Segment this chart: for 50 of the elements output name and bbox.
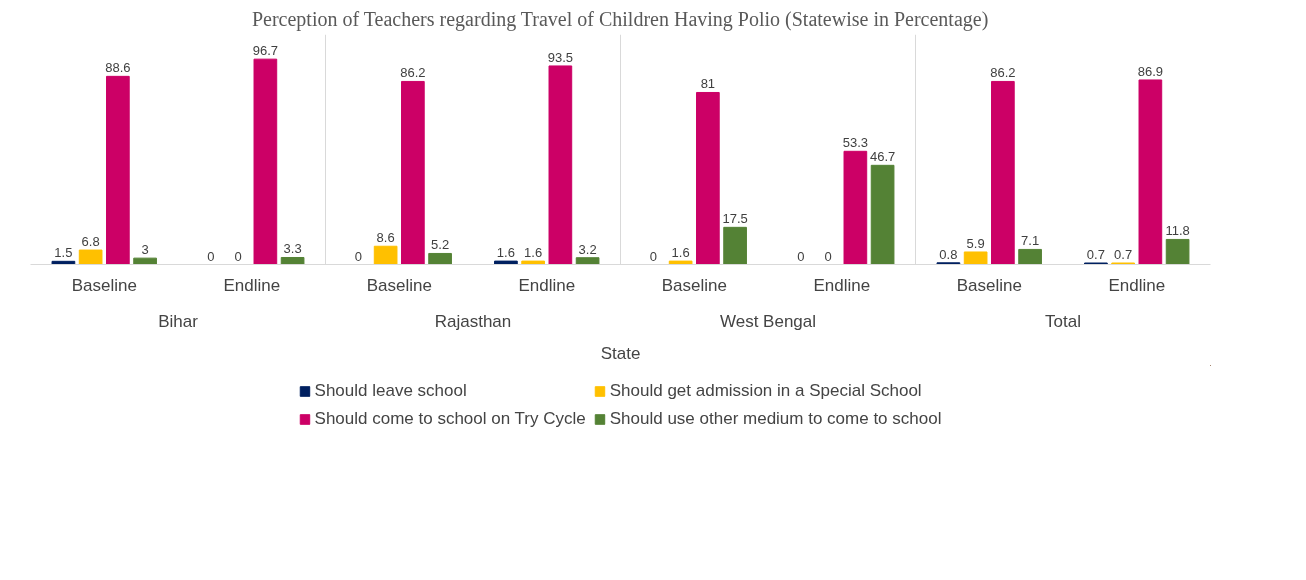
data-label: 88.6	[105, 60, 131, 76]
legend-label: Should leave school	[314, 381, 467, 401]
legend-label: Should come to school on Try Cycle	[314, 409, 586, 429]
data-label: 1.5	[54, 245, 73, 261]
data-label: 5.2	[431, 237, 450, 253]
data-label: 1.6	[524, 245, 543, 261]
x-tick-label: Baseline	[366, 275, 432, 295]
legend-label: Should get admission in a Special School	[609, 381, 922, 401]
x-tick-label: Endline	[223, 275, 281, 295]
data-label: 0	[824, 248, 832, 264]
data-label: 1.6	[496, 245, 515, 261]
data-label: 0.7	[1114, 247, 1133, 263]
data-label: 0	[797, 248, 805, 264]
text: Bihar	[158, 311, 199, 331]
data-label: 53.3	[842, 135, 869, 151]
data-label: 5.9	[966, 235, 985, 251]
data-label: 86.2	[400, 65, 426, 81]
data-label: 93.5	[547, 49, 574, 65]
data-label: 8.6	[376, 230, 395, 246]
x-tick-label: Endline	[518, 275, 576, 295]
data-label: 0	[234, 248, 242, 264]
data-label: 0	[207, 248, 215, 264]
text: West Bengal	[719, 311, 817, 331]
x-tick-label: Endline	[1108, 275, 1166, 295]
data-label: 0	[354, 248, 363, 264]
data-label: 0	[649, 248, 658, 264]
data-label: 86.2	[990, 65, 1016, 81]
x-tick-label: Endline	[813, 275, 871, 295]
data-label: 3.2	[578, 241, 597, 257]
data-label: 86.9	[1137, 63, 1164, 79]
data-label: 46.7	[869, 149, 896, 165]
data-label: 96.7	[252, 43, 279, 59]
text: Total	[1045, 311, 1081, 331]
data-label: 6.8	[81, 234, 100, 250]
x-axis-title: State	[600, 343, 641, 363]
legend-label: Should use other medium to come to school	[609, 409, 942, 429]
chart-title: Perception of Teachers regarding Travel of Children Having Polio (Statewise in Percentage)	[251, 7, 989, 31]
data-label: 3	[141, 242, 149, 258]
data-label: 7.1	[1021, 233, 1040, 249]
data-label: 11.8	[1165, 223, 1190, 239]
data-label: 1.6	[671, 245, 690, 261]
text: Rajasthan	[434, 311, 512, 331]
x-tick-label: Baseline	[661, 275, 727, 295]
data-label: 81	[700, 76, 716, 92]
data-label: 0.7	[1086, 247, 1105, 263]
x-tick-label: Baseline	[71, 275, 137, 295]
data-label: 17.5	[722, 211, 748, 227]
data-label: 3.3	[283, 241, 302, 257]
data-label: 0.8	[939, 246, 958, 262]
x-tick-label: Baseline	[956, 275, 1022, 295]
